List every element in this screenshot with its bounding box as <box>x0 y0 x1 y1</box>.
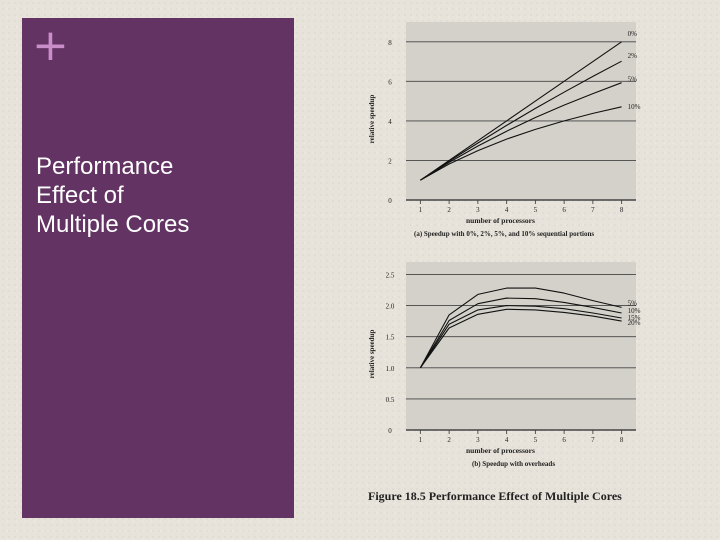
chart-b-y-axis-label: relative speedup <box>368 330 376 379</box>
chart-a-y-tick-label: 2 <box>388 157 392 165</box>
chart-b-y-tick-label: 0.5 <box>386 396 395 404</box>
chart-b-series-line-5pct <box>419 287 622 369</box>
chart-a-x-tick-label: 8 <box>620 206 624 214</box>
chart-b-series-line-15pct <box>419 305 622 369</box>
chart-a-series-line-2pct <box>420 60 622 181</box>
speedup-chart-a: 0 2 4 6 8 1 2 3 4 5 6 7 8 0% 2% 5% 10% relative speedup nu… <box>368 22 641 238</box>
chart-b-series-label: 10% <box>628 307 641 315</box>
chart-a-x-tick-label: 6 <box>562 206 566 214</box>
chart-b-series-label: 15% <box>628 314 641 322</box>
chart-b-x-axis-label: number of processors <box>466 446 535 455</box>
chart-a-subcaption: (a) Speedup with 0%, 2%, 5%, and 10% seq… <box>414 230 594 238</box>
chart-b-y-tick-label: 0 <box>388 427 392 435</box>
chart-b-subcaption: (b) Speedup with overheads <box>472 460 555 468</box>
chart-a-series-label: 10% <box>628 103 641 111</box>
chart-a-series-label: 0% <box>628 30 638 38</box>
title-panel <box>22 18 294 518</box>
chart-b-x-tick-label: 3 <box>476 436 480 444</box>
slide-title: Performance Effect of Multiple Cores <box>36 153 190 238</box>
chart-b-y-tick-label: 1.0 <box>386 365 395 373</box>
chart-b-y-tick-label: 2.5 <box>386 271 395 279</box>
chart-a-x-tick-label: 7 <box>591 206 595 214</box>
chart-b-series-label: 5% <box>628 299 638 307</box>
chart-a-x-tick-label: 2 <box>447 206 451 214</box>
chart-a-y-tick-label: 8 <box>388 39 392 47</box>
chart-a-series-line-5pct <box>420 82 622 181</box>
chart-a-x-tick-label: 5 <box>534 206 538 214</box>
chart-b-x-tick-label: 6 <box>562 436 566 444</box>
chart-a-y-tick-label: 0 <box>388 197 392 205</box>
chart-b-x-tick-label: 4 <box>505 436 509 444</box>
chart-b-y-tick-label: 2.0 <box>386 303 395 311</box>
chart-a-x-tick-label: 1 <box>419 206 423 214</box>
chart-b-x-tick-label: 5 <box>534 436 538 444</box>
chart-a-x-axis-label: number of processors <box>466 216 535 225</box>
speedup-chart-b: 0 0.5 1.0 1.5 2.0 2.5 1 2 3 4 5 6 7 8 5%10%15%20% relat… <box>368 262 641 468</box>
chart-a-series-line-10pct <box>420 106 622 181</box>
chart-a-series-label: 2% <box>628 52 638 60</box>
chart-a-y-tick-label: 6 <box>388 78 392 86</box>
chart-b-x-tick-label: 8 <box>620 436 624 444</box>
chart-b-series-label: 20% <box>628 319 641 327</box>
chart-b-x-tick-label: 7 <box>591 436 595 444</box>
plus-icon: + <box>32 20 69 71</box>
chart-b-y-tick-label: 1.5 <box>386 334 395 342</box>
chart-a-series-label: 5% <box>628 76 638 84</box>
chart-b-x-tick-label: 2 <box>447 436 451 444</box>
chart-a-x-tick-label: 3 <box>476 206 480 214</box>
figure-caption: Figure 18.5 Performance Effect of Multip… <box>368 489 622 503</box>
chart-a-y-tick-label: 4 <box>388 118 392 126</box>
chart-b-x-tick-label: 1 <box>419 436 423 444</box>
chart-b-series-line-20pct <box>419 308 622 369</box>
chart-b-series-line-10pct <box>419 297 622 369</box>
chart-b-plot-area <box>406 262 636 430</box>
chart-a-x-tick-label: 4 <box>505 206 509 214</box>
chart-a-series-line-0pct <box>420 41 622 181</box>
chart-a-y-axis-label: relative speedup <box>368 95 376 144</box>
